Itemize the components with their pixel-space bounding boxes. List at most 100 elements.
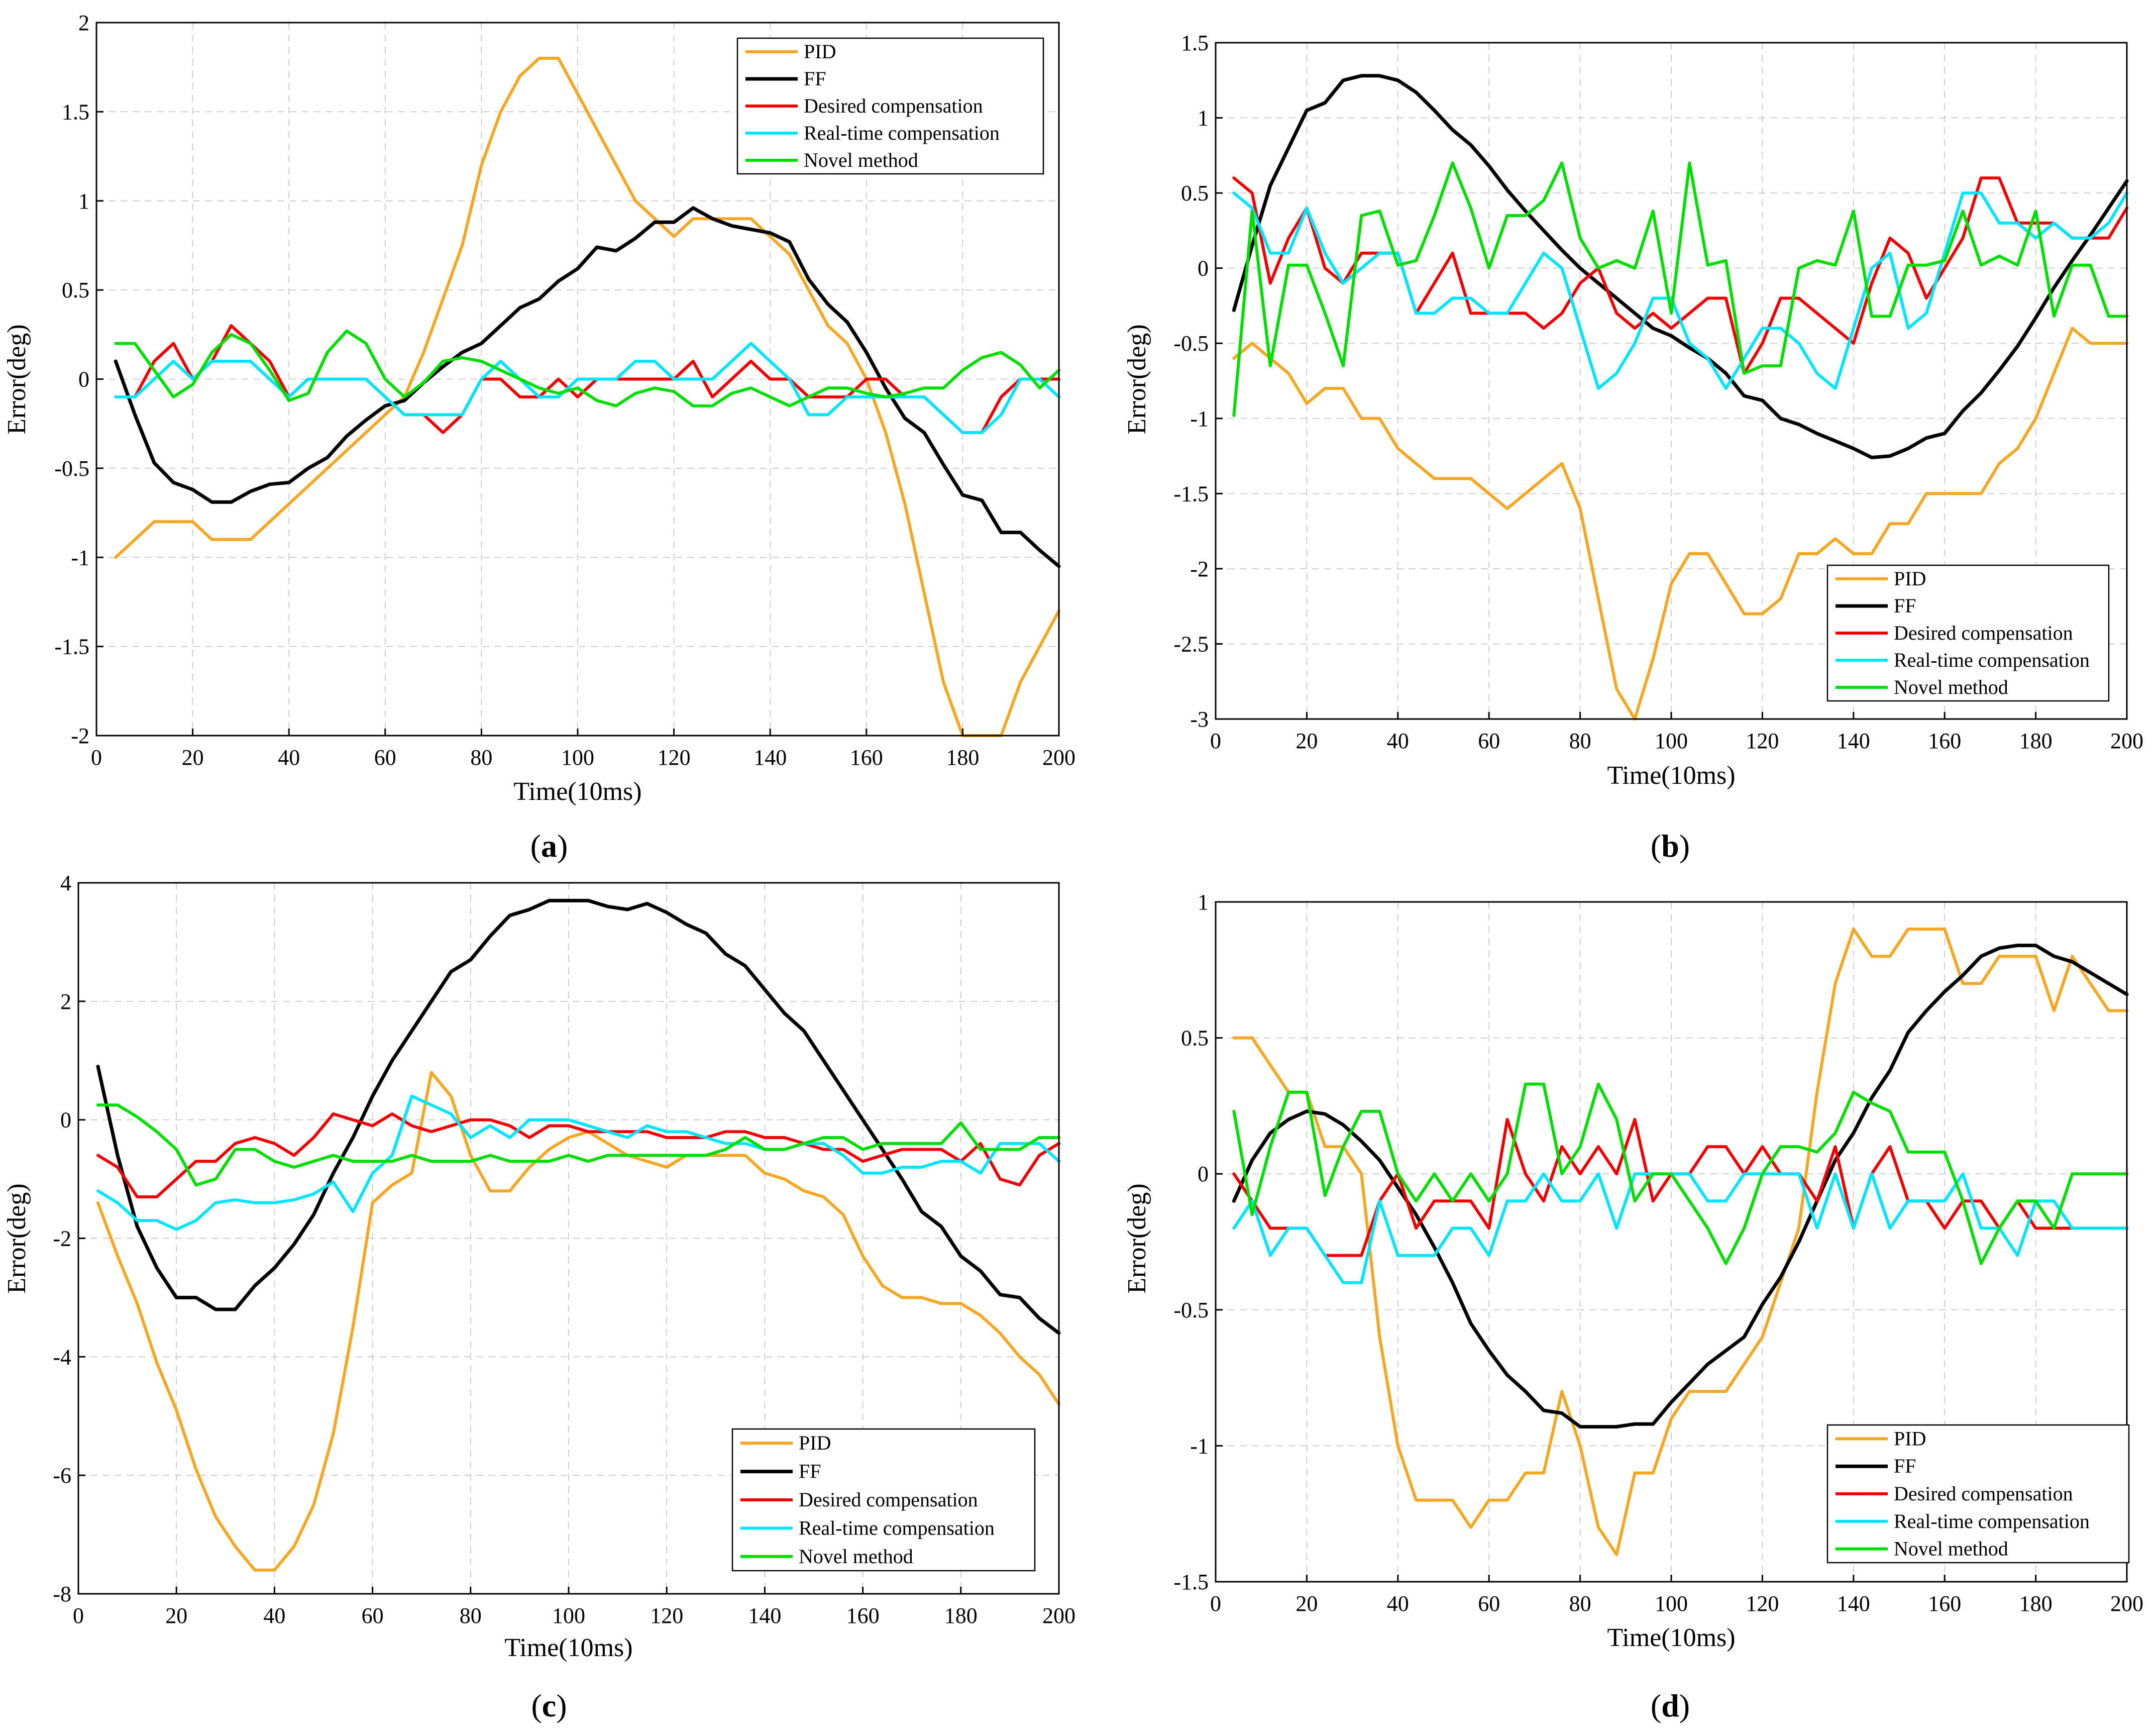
chart-panel-c: 0 20 40 60 80 100 120 140 160 180 200 -8 -6 -4 -2 0 2 4 Ti… <box>3 871 1075 1723</box>
y-tick-label: 0 <box>78 367 89 392</box>
x-tick-label: 200 <box>2110 729 2143 753</box>
x-tick-label: 20 <box>1296 1591 1318 1616</box>
x-tick-label: 140 <box>748 1603 781 1628</box>
panel-caption: (c) <box>531 1688 567 1723</box>
panel-caption: (b) <box>1651 828 1690 864</box>
series-line-pid <box>1232 928 2128 1556</box>
y-tick-label: 1 <box>1198 890 1209 914</box>
x-tick-label: 180 <box>944 1603 978 1628</box>
legend-label: PID <box>799 1432 831 1454</box>
legend: PID FF Desired compensation Real-time compe… <box>1826 1424 2130 1564</box>
series-line-pid <box>1232 327 2128 721</box>
y-tick-label: 0 <box>1198 1162 1209 1186</box>
legend-label: Desired compensation <box>1894 622 2073 644</box>
x-axis-label: Time(10ms) <box>504 1633 632 1662</box>
x-tick-label: 60 <box>362 1603 384 1628</box>
x-tick-label: 160 <box>1928 729 1961 753</box>
x-tick-label: 80 <box>1569 729 1591 753</box>
legend-label: Real-time compensation <box>804 122 1000 144</box>
legend-label: PID <box>1894 567 1926 590</box>
x-tick-label: 0 <box>1210 729 1221 753</box>
x-tick-label: 0 <box>1210 1591 1221 1616</box>
legend-label: Desired compensation <box>799 1488 978 1511</box>
y-tick-label: -1.5 <box>54 635 89 659</box>
x-tick-label: 20 <box>182 745 204 770</box>
x-tick-label: 120 <box>1746 1591 1779 1616</box>
legend-label: Novel method <box>1894 1538 2008 1560</box>
x-tick-label: 100 <box>561 745 594 770</box>
y-axis-label: Error(deg) <box>3 324 31 434</box>
x-tick-label: 0 <box>73 1603 84 1628</box>
y-tick-label: 0 <box>1198 256 1209 281</box>
x-tick-label: 80 <box>1569 1591 1591 1616</box>
series-line-pid <box>114 57 1060 737</box>
x-axis-label: Time(10ms) <box>1607 1623 1735 1652</box>
legend: PID FF Desired compensation Real-time compe… <box>736 37 1044 175</box>
y-tick-label: -2 <box>71 724 89 748</box>
x-tick-label: 100 <box>1655 1591 1688 1616</box>
y-tick-label: -1 <box>1190 1434 1209 1458</box>
x-tick-label: 140 <box>753 745 787 770</box>
x-tick-label: 60 <box>1478 1591 1500 1616</box>
x-tick-label: 140 <box>1837 1591 1870 1616</box>
series-line-novel-method <box>96 1103 1060 1187</box>
chart-panel-b: 0 20 40 60 80 100 120 140 160 180 200 -3 -2.5 -2 -1.5 -… <box>1123 31 2143 864</box>
x-tick-label: 200 <box>1042 745 1075 770</box>
legend-label: Novel method <box>804 149 918 171</box>
y-tick-label: -0.5 <box>54 456 89 481</box>
legend: PID FF Desired compensation Real-time compe… <box>1826 564 2110 702</box>
y-tick-label: -2.5 <box>1173 632 1209 656</box>
legend-label: PID <box>1894 1427 1926 1450</box>
y-tick-label: -3 <box>1190 707 1209 732</box>
y-tick-label: 0.5 <box>1181 1026 1209 1051</box>
y-tick-label: 4 <box>60 871 71 895</box>
x-tick-label: 120 <box>658 745 691 770</box>
x-axis-label: Time(10ms) <box>513 777 641 806</box>
x-tick-label: 120 <box>1746 729 1779 753</box>
y-tick-label: -1 <box>71 545 89 570</box>
y-tick-label: 1.5 <box>62 99 89 124</box>
y-tick-label: -2 <box>53 1227 71 1251</box>
x-tick-label: 140 <box>1837 729 1870 753</box>
series-line-novel-method <box>1232 161 2128 417</box>
y-axis-label: Error(deg) <box>3 1183 31 1293</box>
y-tick-label: -4 <box>53 1345 71 1369</box>
legend-label: Novel method <box>799 1545 913 1568</box>
series-line-ff <box>96 898 1061 1335</box>
y-tick-label: 0 <box>60 1108 71 1133</box>
legend-label: Desired compensation <box>804 94 983 117</box>
x-tick-label: 20 <box>165 1603 187 1628</box>
y-tick-label: -1 <box>1190 406 1209 431</box>
series-line-real-time-compensation <box>96 1094 1060 1231</box>
x-tick-label: 20 <box>1296 729 1318 753</box>
x-axis-label: Time(10ms) <box>1607 761 1735 790</box>
y-tick-label: -0.5 <box>1173 1298 1209 1322</box>
x-tick-label: 160 <box>1928 1591 1961 1616</box>
chart-panel-a: 0 20 40 60 80 100 120 140 160 180 200-2-1.5-1-0.50… <box>3 11 1075 864</box>
x-tick-label: 60 <box>374 745 396 770</box>
panel-caption: (d) <box>1651 1688 1690 1723</box>
x-tick-label: 40 <box>1387 1591 1409 1616</box>
x-tick-label: 200 <box>2110 1591 2143 1616</box>
legend-label: Novel method <box>1894 676 2008 698</box>
y-axis-label: Error(deg) <box>1123 324 1151 434</box>
x-tick-label: 80 <box>460 1603 482 1628</box>
legend-label: FF <box>799 1460 821 1483</box>
x-tick-label: 100 <box>552 1603 585 1628</box>
x-tick-label: 160 <box>846 1603 880 1628</box>
series-line-real-time-compensation <box>1232 191 2128 390</box>
x-tick-label: 160 <box>850 745 883 770</box>
x-tick-label: 180 <box>2019 729 2053 753</box>
series-line-ff <box>1232 944 2129 1428</box>
series-line-desired-compensation <box>96 1112 1060 1198</box>
y-tick-label: 1.5 <box>1181 31 1209 55</box>
legend-label: Real-time compensation <box>799 1516 995 1539</box>
x-tick-label: 180 <box>946 745 979 770</box>
legend-label: PID <box>804 40 836 63</box>
legend: PID FF Desired compensation Real-time compe… <box>731 1428 1036 1572</box>
x-tick-label: 40 <box>263 1603 285 1628</box>
legend-label: Desired compensation <box>1894 1482 2073 1505</box>
panel-caption: (a) <box>530 828 568 864</box>
x-tick-label: 180 <box>2019 1591 2053 1616</box>
